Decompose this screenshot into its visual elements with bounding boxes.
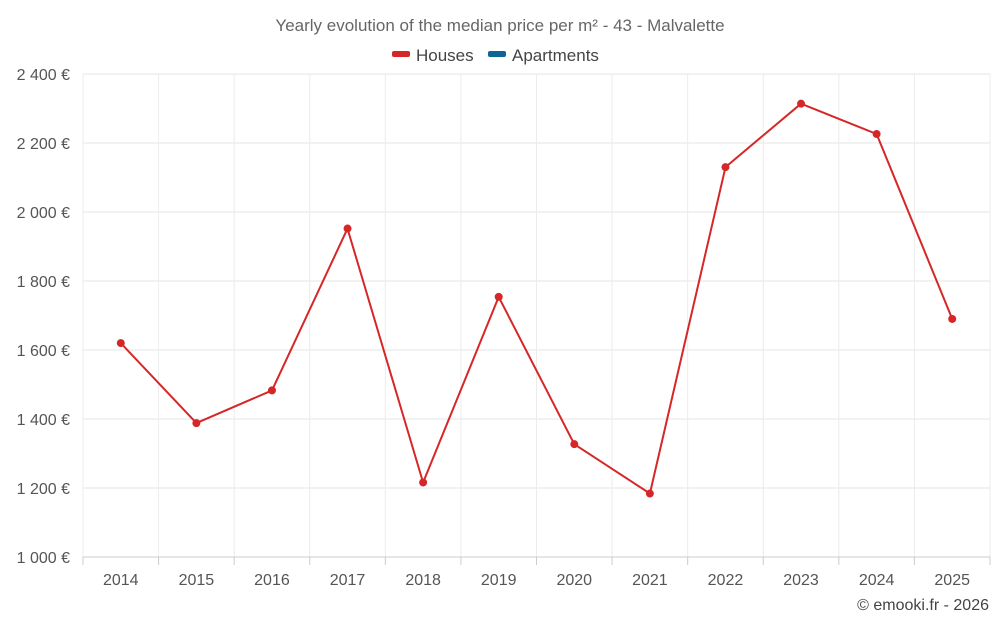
data-point[interactable] <box>494 292 503 301</box>
data-point[interactable] <box>797 99 806 108</box>
legend-label[interactable]: Apartments <box>512 46 599 65</box>
data-point[interactable] <box>116 339 125 348</box>
x-tick-label: 2019 <box>481 572 517 589</box>
x-tick-label: 2018 <box>405 572 441 589</box>
y-tick-label: 2 400 € <box>17 67 70 84</box>
series-group <box>116 99 957 498</box>
x-tick-label: 2014 <box>103 572 139 589</box>
credit-text: © emooki.fr - 2026 <box>857 597 989 614</box>
data-point[interactable] <box>948 314 957 323</box>
x-tick-label: 2015 <box>179 572 215 589</box>
data-point[interactable] <box>570 440 579 449</box>
y-tick-label: 1 200 € <box>17 481 70 498</box>
y-tick-label: 1 800 € <box>17 274 70 291</box>
data-point[interactable] <box>419 478 428 487</box>
y-tick-label: 2 200 € <box>17 136 70 153</box>
chart-title: Yearly evolution of the median price per… <box>275 16 724 35</box>
y-tick-label: 1 600 € <box>17 343 70 360</box>
x-tick-label: 2022 <box>708 572 744 589</box>
data-point[interactable] <box>267 386 276 395</box>
legend-swatch[interactable] <box>488 51 506 57</box>
y-tick-label: 2 000 € <box>17 205 70 222</box>
y-tick-label: 1 400 € <box>17 412 70 429</box>
data-point[interactable] <box>192 419 201 428</box>
x-tick-label: 2020 <box>556 572 592 589</box>
x-tick-label: 2024 <box>859 572 895 589</box>
series-line <box>120 102 954 495</box>
data-point[interactable] <box>645 489 654 498</box>
data-point[interactable] <box>343 224 352 233</box>
x-tick-label: 2017 <box>330 572 366 589</box>
legend: Houses Apartments <box>392 46 599 65</box>
x-tick-label: 2025 <box>934 572 970 589</box>
grid <box>82 73 991 557</box>
data-point[interactable] <box>872 130 881 139</box>
legend-swatch[interactable] <box>392 51 410 57</box>
x-tick-label: 2023 <box>783 572 819 589</box>
x-tick-label: 2016 <box>254 572 290 589</box>
y-axis: 1 000 € 1 200 € 1 400 € 1 600 € 1 800 € 2 000… <box>17 67 70 567</box>
x-tick-label: 2021 <box>632 572 668 589</box>
legend-label[interactable]: Houses <box>416 46 474 65</box>
y-tick-label: 1 000 € <box>17 550 70 567</box>
x-axis: 2014 2015 2016 2017 2018 2019 2020 2021 2022 2023… <box>82 556 991 589</box>
data-point[interactable] <box>721 163 730 172</box>
